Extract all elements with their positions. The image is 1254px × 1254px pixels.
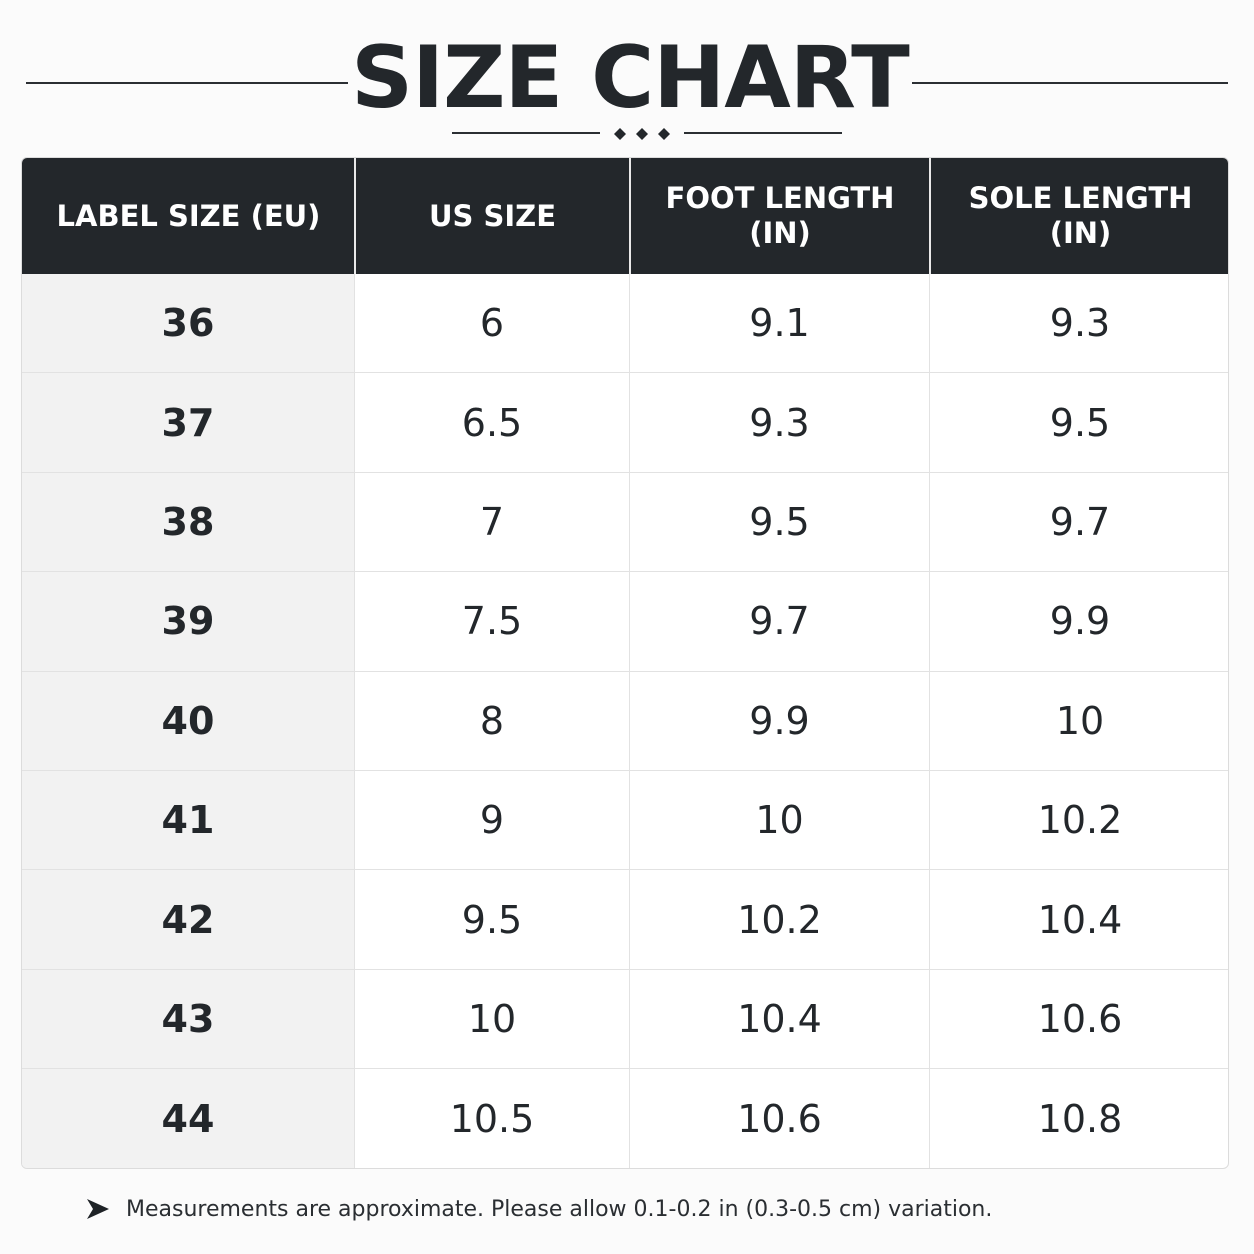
- cell-foot-length: 9.9: [749, 698, 810, 743]
- cell-foot-length: 10.2: [737, 897, 822, 942]
- header-label-size: LABEL SIZE (EU): [22, 158, 355, 274]
- table-row: 43 10 10.4 10.6: [22, 969, 1228, 1070]
- header-divider: [354, 158, 356, 274]
- cell-label-size: 42: [22, 870, 354, 969]
- cell-sole-length: 9.3: [1049, 301, 1111, 346]
- cell-foot-length: 10.4: [737, 996, 822, 1041]
- cell-us-size: 7: [479, 499, 505, 544]
- table-row: 41 9 10 10.2: [22, 770, 1228, 871]
- header-us-size: US SIZE: [356, 158, 629, 274]
- ornament-rule-right: [684, 132, 842, 134]
- header-sole-length: SOLE LENGTH (IN): [931, 158, 1228, 274]
- cell-us-size: 6.5: [461, 400, 523, 445]
- cell-us-size: 10.5: [449, 1096, 535, 1141]
- table-row: 40 8 9.9 10: [22, 671, 1228, 771]
- table-row: 37 6.5 9.3 9.5: [22, 373, 1228, 473]
- arrow-right-icon: [87, 1199, 109, 1219]
- cell-label-size: 43: [22, 969, 354, 1069]
- table-row: 36 6 9.1 9.3: [22, 274, 1228, 374]
- cell-us-size: 7.5: [461, 599, 523, 644]
- cell-label-size: 39: [22, 572, 354, 671]
- ornament-rule-left: [452, 132, 600, 134]
- cell-us-size: 10: [467, 996, 517, 1041]
- table-row: 39 7.5 9.7 9.9: [22, 572, 1228, 672]
- size-table: LABEL SIZE (EU) US SIZE FOOT LENGTH (IN)…: [21, 157, 1229, 1169]
- cell-sole-length: 10.4: [1037, 897, 1123, 942]
- header-unit: (IN): [749, 216, 811, 250]
- table-body: 36 6 9.1 9.3 37 6.5 9.3 9.5 38 7 9.5 9.7 39 7.5 9.7 9.9…: [22, 274, 1228, 1168]
- cell-us-size: 9: [479, 798, 505, 843]
- title-ornament: [0, 122, 1254, 146]
- cell-us-size: 9.5: [461, 897, 523, 942]
- cell-label-size: 41: [22, 770, 354, 870]
- column-divider: [354, 274, 355, 1168]
- title-row: SIZE CHART: [0, 28, 1254, 128]
- footnote: Measurements are approximate. Please all…: [86, 1190, 992, 1228]
- cell-label-size: 44: [22, 1069, 354, 1168]
- cell-sole-length: 9.7: [1049, 499, 1111, 544]
- cell-label-size: 38: [22, 472, 354, 572]
- column-divider: [929, 274, 930, 1168]
- header-text: US SIZE: [428, 198, 557, 233]
- header-foot-length: FOOT LENGTH (IN): [631, 158, 929, 274]
- cell-sole-length: 10.6: [1037, 996, 1123, 1041]
- header-text: SOLE LENGTH: [968, 181, 1193, 215]
- cell-sole-length: 10: [1055, 698, 1105, 743]
- cell-us-size: 8: [479, 698, 505, 743]
- header-text: FOOT LENGTH: [665, 181, 895, 215]
- table-row: 42 9.5 10.2 10.4: [22, 870, 1228, 970]
- cell-us-size: 6: [479, 301, 505, 346]
- title-rule-left: [26, 82, 348, 84]
- header-text: LABEL SIZE (EU): [56, 198, 321, 233]
- cell-foot-length: 9.7: [749, 599, 810, 644]
- cell-sole-length: 9.5: [1049, 400, 1111, 445]
- cell-foot-length: 9.1: [749, 301, 810, 346]
- cell-foot-length: 9.5: [749, 499, 810, 544]
- header-unit: (IN): [1049, 216, 1112, 250]
- cell-sole-length: 10.2: [1037, 798, 1123, 843]
- cell-label-size: 37: [22, 373, 354, 472]
- cell-label-size: 40: [22, 671, 354, 770]
- header-divider: [929, 158, 931, 274]
- footnote-text: Measurements are approximate. Please all…: [126, 1196, 993, 1222]
- page-title: SIZE CHART: [351, 28, 910, 128]
- cell-sole-length: 10.8: [1037, 1096, 1123, 1141]
- diamonds-icon: [614, 128, 670, 140]
- table-row: 38 7 9.5 9.7: [22, 472, 1228, 573]
- header-divider: [629, 158, 631, 274]
- column-divider: [629, 274, 630, 1168]
- table-row: 44 10.5 10.6 10.8: [22, 1069, 1228, 1168]
- table-header: LABEL SIZE (EU) US SIZE FOOT LENGTH (IN)…: [22, 158, 1228, 274]
- cell-sole-length: 9.9: [1049, 599, 1111, 644]
- cell-label-size: 36: [22, 274, 354, 373]
- title-rule-right: [912, 82, 1228, 84]
- cell-foot-length: 9.3: [749, 400, 810, 445]
- cell-foot-length: 10: [755, 798, 804, 843]
- cell-foot-length: 10.6: [737, 1096, 822, 1141]
